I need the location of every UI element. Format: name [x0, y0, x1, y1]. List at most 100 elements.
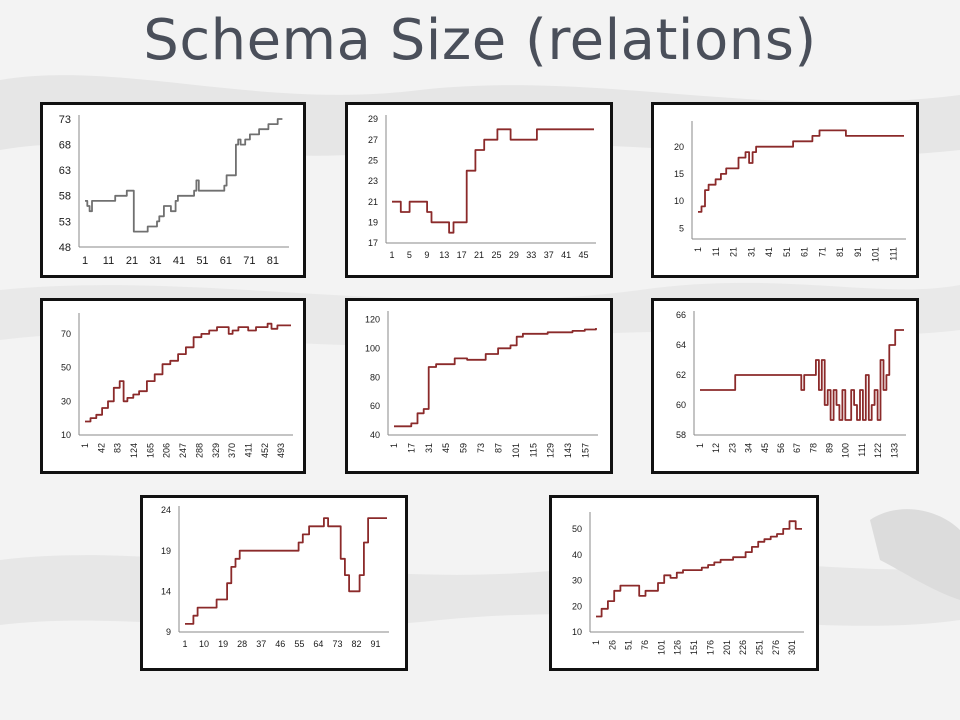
y-tick-label: 64 — [676, 340, 686, 350]
y-tick-label: 5 — [679, 223, 684, 233]
series-line — [698, 129, 904, 213]
x-tick-label: 288 — [194, 443, 204, 458]
x-tick-label: 9 — [424, 250, 429, 260]
y-tick-label: 10 — [61, 430, 71, 440]
y-tick-label: 50 — [61, 363, 71, 373]
chart-2-svg: 17 19 21 23 25 27 29 1 5 9 13 17 21 25 29 33 37 41 45 — [368, 114, 596, 260]
y-tick-label: 20 — [674, 142, 684, 152]
x-tick-label: 33 — [526, 250, 536, 260]
x-tick-label: 82 — [352, 639, 362, 649]
x-tick-label: 81 — [835, 247, 845, 257]
x-tick-label: 81 — [267, 255, 279, 267]
x-tick-label: 73 — [476, 443, 486, 453]
x-tick-label: 59 — [459, 443, 469, 453]
x-tick-label: 101 — [656, 640, 666, 655]
series-line — [85, 322, 291, 423]
x-tick-label: 91 — [853, 247, 863, 257]
x-tick-label: 452 — [260, 443, 270, 458]
x-tick-label: 73 — [332, 639, 342, 649]
x-tick-label: 133 — [889, 443, 899, 458]
series-line — [700, 329, 904, 421]
x-tick-label: 13 — [439, 250, 449, 260]
x-tick-label: 122 — [873, 443, 883, 458]
x-tick-label: 493 — [276, 443, 286, 458]
y-tick-label: 70 — [61, 329, 71, 339]
x-tick-label: 64 — [313, 639, 323, 649]
x-tick-label: 26 — [607, 640, 617, 650]
x-tick-label: 21 — [729, 247, 739, 257]
x-tick-label: 11 — [103, 255, 114, 267]
y-tick-label: 14 — [161, 586, 171, 596]
y-tick-label: 63 — [59, 165, 71, 177]
y-tick-label: 20 — [572, 601, 582, 611]
x-tick-label: 31 — [746, 247, 756, 257]
x-tick-label: 10 — [199, 639, 209, 649]
x-tick-label: 37 — [544, 250, 554, 260]
x-tick-label: 29 — [509, 250, 519, 260]
x-tick-label: 143 — [563, 443, 573, 458]
x-tick-label: 61 — [800, 247, 810, 257]
x-tick-label: 201 — [722, 640, 732, 655]
y-tick-label: 62 — [676, 370, 686, 380]
y-tick-label: 25 — [368, 155, 378, 165]
x-tick-label: 37 — [256, 639, 266, 649]
x-tick-label: 34 — [744, 443, 754, 453]
x-tick-label: 251 — [754, 640, 764, 655]
x-tick-label: 1 — [695, 443, 705, 448]
x-tick-label: 89 — [825, 443, 835, 453]
x-tick-label: 28 — [237, 639, 247, 649]
y-tick-label: 66 — [676, 310, 686, 320]
x-tick-label: 157 — [581, 443, 591, 458]
chart-panel-2: 17 19 21 23 25 27 29 1 5 9 13 17 21 25 29 33 37 41 45 — [345, 102, 613, 278]
y-tick-label: 21 — [368, 197, 378, 207]
y-tick-label: 27 — [368, 135, 378, 145]
x-tick-label: 151 — [689, 640, 699, 655]
x-tick-label: 31 — [149, 255, 161, 267]
y-tick-label: 58 — [676, 430, 686, 440]
y-tick-label: 17 — [368, 238, 378, 248]
y-tick-label: 10 — [674, 196, 684, 206]
y-tick-label: 40 — [572, 550, 582, 560]
chart-7-svg: 9 14 19 24 1 10 19 28 37 46 55 64 73 82 91 — [161, 505, 389, 649]
x-tick-label: 101 — [871, 247, 881, 262]
x-tick-label: 101 — [511, 443, 521, 458]
y-tick-label: 73 — [59, 114, 71, 126]
x-tick-label: 51 — [782, 247, 792, 257]
x-tick-label: 329 — [211, 443, 221, 458]
x-tick-label: 12 — [711, 443, 721, 453]
x-tick-label: 111 — [888, 247, 898, 261]
x-tick-label: 41 — [173, 255, 185, 267]
x-tick-label: 1 — [80, 443, 90, 448]
x-tick-label: 71 — [817, 247, 827, 257]
x-tick-label: 51 — [196, 255, 208, 267]
y-tick-label: 10 — [572, 627, 582, 637]
chart-panel-5: 40 60 80 100 120 1 17 31 45 59 73 87 101 115 129 143 157 — [345, 298, 613, 474]
y-tick-label: 80 — [370, 372, 380, 382]
x-tick-label: 41 — [561, 250, 571, 260]
chart-panel-6: 58 60 62 64 66 1 12 23 34 45 56 67 78 89 100 111 122 133 — [651, 298, 919, 474]
chart-6-svg: 58 60 62 64 66 1 12 23 34 45 56 67 78 89 100 111 122 133 — [676, 310, 906, 458]
slide-title: Schema Size (relations) — [143, 8, 817, 73]
y-tick-label: 100 — [365, 343, 380, 353]
x-tick-label: 23 — [727, 443, 737, 453]
x-tick-label: 51 — [624, 640, 634, 650]
x-tick-label: 21 — [474, 250, 484, 260]
x-tick-label: 83 — [113, 443, 123, 453]
series-line — [394, 328, 597, 428]
x-tick-label: 370 — [227, 443, 237, 458]
x-tick-label: 91 — [371, 639, 381, 649]
x-tick-label: 165 — [145, 443, 155, 458]
y-tick-label: 15 — [674, 169, 684, 179]
x-tick-label: 78 — [808, 443, 818, 453]
x-tick-label: 87 — [493, 443, 503, 453]
chart-panel-4: 10 30 50 70 1 42 83 124 165 206 247 288 329 370 411 452… — [40, 298, 306, 474]
series-line — [85, 118, 283, 233]
y-tick-label: 19 — [368, 217, 378, 227]
y-tick-label: 29 — [368, 114, 378, 124]
x-tick-label: 1 — [389, 443, 399, 448]
x-tick-label: 46 — [275, 639, 285, 649]
x-tick-label: 1 — [82, 255, 88, 267]
x-tick-label: 21 — [126, 255, 138, 267]
series-line — [596, 520, 802, 618]
x-tick-label: 276 — [771, 640, 781, 655]
